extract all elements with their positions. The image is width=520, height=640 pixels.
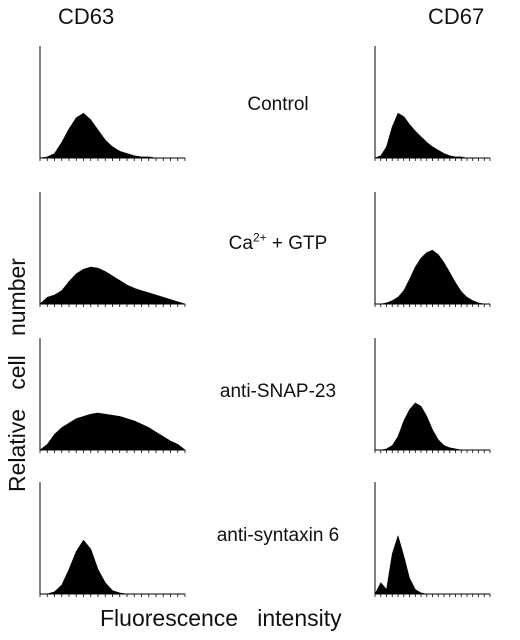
histogram-panel xyxy=(374,338,491,453)
histogram-area xyxy=(39,539,186,595)
histogram-area xyxy=(39,412,186,451)
histogram-panel xyxy=(374,192,491,307)
y-axis-label: Relative cell number xyxy=(0,0,36,640)
condition-label-control: Control xyxy=(247,94,309,115)
histogram-area xyxy=(374,112,491,159)
histogram-panel xyxy=(374,46,491,161)
condition-label-anti-snap-23: anti-SNAP-23 xyxy=(219,381,337,402)
column-title-cd63: CD63 xyxy=(58,4,115,29)
histogram-area xyxy=(374,535,491,595)
x-axis-label: Fluorescence intensity xyxy=(100,605,342,631)
y-axis-label-text: Relative cell number xyxy=(4,258,30,492)
histogram-area xyxy=(39,112,186,159)
histogram-panel xyxy=(39,338,186,453)
ca-rest: + GTP xyxy=(266,233,328,254)
histogram-panel xyxy=(39,192,186,307)
histogram-panel xyxy=(39,482,186,597)
histogram-area xyxy=(374,402,491,451)
histogram-panel xyxy=(39,46,186,161)
condition-label-anti-syntaxin-6: anti-syntaxin 6 xyxy=(216,525,340,546)
condition-label-ca-gtp: Ca2+ + GTP xyxy=(178,232,378,256)
histogram-area xyxy=(374,249,491,305)
histogram-panel xyxy=(374,482,491,597)
histogram-area xyxy=(39,266,186,305)
column-title-cd67: CD67 xyxy=(428,4,485,29)
ca-base: Ca xyxy=(228,233,253,254)
ca-superscript: 2+ xyxy=(252,230,267,245)
